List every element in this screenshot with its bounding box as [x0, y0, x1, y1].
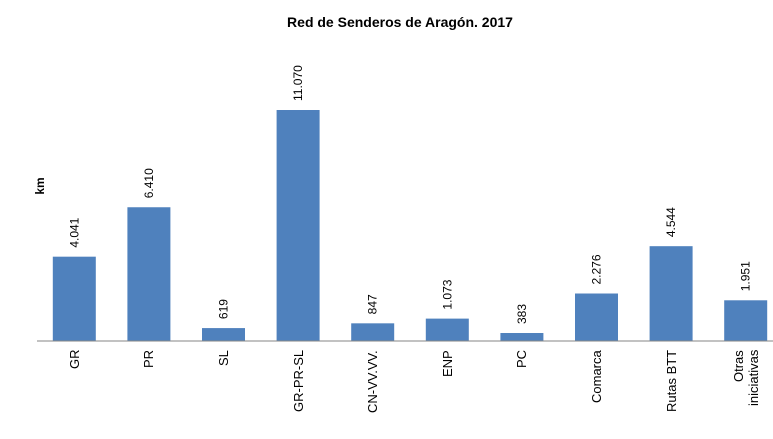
- bar: [127, 207, 171, 341]
- value-label: 6.410: [142, 168, 156, 198]
- value-label: 2.276: [590, 254, 604, 284]
- value-label: 1.951: [739, 261, 753, 291]
- x-tick-label-box: Otras iniciativas: [706, 350, 773, 439]
- value-label: 619: [217, 299, 231, 319]
- x-tick-label: Comarca: [589, 350, 604, 403]
- value-label: 11.070: [291, 65, 305, 101]
- x-tick-label-box: SL: [184, 350, 264, 439]
- chart-title: Red de Senderos de Aragón. 2017: [287, 14, 513, 30]
- value-label: 383: [515, 304, 529, 324]
- x-tick-label-box: PR: [109, 350, 189, 439]
- x-tick-label: Rutas BTT: [663, 350, 679, 413]
- bar: [351, 323, 395, 341]
- bar: [649, 246, 693, 341]
- x-tick-label: Otras iniciativas: [730, 350, 761, 407]
- x-tick-label: PR: [141, 350, 157, 369]
- value-label: 1.073: [440, 279, 454, 309]
- x-tick-label: PC: [514, 350, 530, 369]
- x-tick-label-box: GR-PR-SL: [258, 350, 338, 439]
- x-tick-label-box: CN-VV.VV.: [333, 350, 413, 439]
- bar: [425, 318, 469, 341]
- x-tick-label: CN-VV.VV.: [365, 350, 381, 413]
- bar: [500, 333, 544, 341]
- x-tick-label: SL: [216, 350, 231, 366]
- x-tick-label-box: Comarca: [557, 350, 637, 439]
- x-tick-label: GR-PR-SL: [290, 350, 306, 413]
- value-label: 4.041: [67, 217, 81, 247]
- bar: [202, 328, 245, 341]
- bar: [276, 110, 320, 341]
- bar: [724, 300, 768, 341]
- bar: [575, 293, 618, 341]
- y-axis-label: km: [33, 177, 47, 194]
- bar: [52, 256, 96, 341]
- value-label: 847: [366, 294, 380, 314]
- x-tick-label: GR: [66, 350, 82, 370]
- value-label: 4.544: [664, 207, 678, 237]
- x-tick-label: ENP: [439, 350, 455, 377]
- x-tick-label-box: GR: [34, 350, 114, 439]
- x-tick-label-box: Rutas BTT: [631, 350, 711, 439]
- x-tick-label-box: ENP: [407, 350, 487, 439]
- x-tick-label-box: PC: [482, 350, 562, 439]
